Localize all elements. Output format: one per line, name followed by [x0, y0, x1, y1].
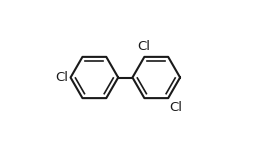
- Text: Cl: Cl: [137, 40, 150, 53]
- Text: Cl: Cl: [56, 71, 69, 84]
- Text: Cl: Cl: [170, 102, 183, 115]
